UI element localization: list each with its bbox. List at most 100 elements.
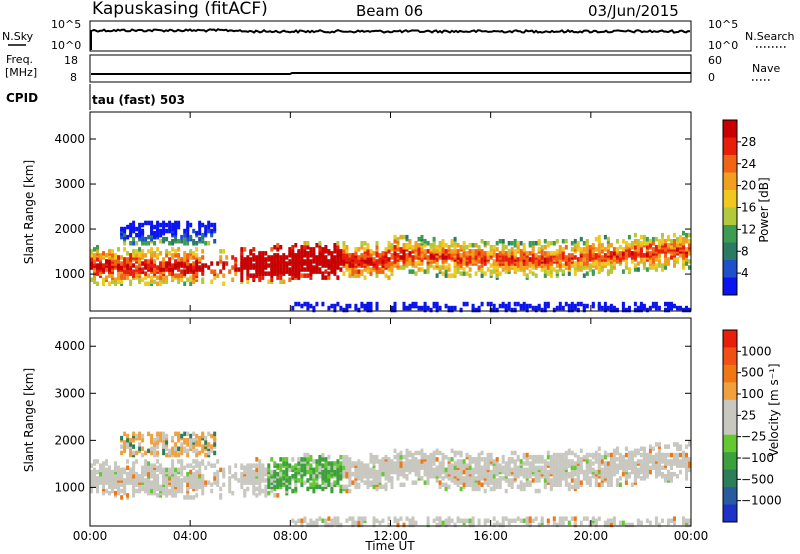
- heatmap-cell: [294, 520, 298, 526]
- heatmap-cell: [555, 239, 559, 244]
- heatmap-cell: [210, 488, 214, 494]
- heatmap-cell: [150, 263, 154, 268]
- heatmap-cell: [108, 476, 111, 481]
- heatmap-cell: [618, 520, 622, 526]
- heatmap-cell: [465, 471, 469, 477]
- heatmap-cell: [369, 301, 373, 307]
- heatmap-cell: [603, 461, 607, 466]
- velocity-colorbar-label: Velocity [m s⁻¹]: [767, 363, 781, 456]
- heatmap-cell: [537, 255, 541, 260]
- heatmap-cell: [156, 459, 160, 464]
- heatmap-cell: [198, 450, 202, 456]
- colorbar-tick-label: 20: [741, 179, 756, 193]
- heatmap-cell: [264, 484, 268, 490]
- heatmap-cell: [630, 259, 634, 264]
- heatmap-cell: [141, 433, 145, 439]
- heatmap-cell: [231, 490, 235, 496]
- heatmap-cell: [522, 518, 526, 523]
- heatmap-cell: [384, 454, 388, 460]
- heatmap-cell: [576, 459, 580, 464]
- heatmap-cell: [561, 305, 565, 311]
- y-tick-label: 2000: [54, 222, 85, 236]
- heatmap-cell: [642, 303, 646, 309]
- heatmap-cell: [156, 265, 160, 270]
- heatmap-cell: [417, 259, 421, 264]
- heatmap-cell: [261, 478, 265, 483]
- heatmap-cell: [453, 305, 457, 311]
- heatmap-cell: [513, 243, 517, 248]
- heatmap-cell: [609, 471, 613, 477]
- heatmap-cell: [492, 459, 496, 464]
- heatmap-cell: [153, 230, 157, 236]
- x-tick-label: 20:00: [574, 529, 609, 543]
- heatmap-cell: [570, 465, 574, 470]
- heatmap-cell: [639, 253, 643, 258]
- heatmap-cell: [630, 454, 634, 460]
- heatmap-cell: [507, 249, 511, 254]
- heatmap-cell: [204, 224, 208, 230]
- heatmap-cell: [144, 281, 148, 286]
- heatmap-cell: [120, 467, 124, 473]
- heatmap-cell: [447, 245, 451, 250]
- heatmap-cell: [129, 241, 133, 246]
- heatmap-cell: [682, 520, 685, 526]
- heatmap-cell: [573, 271, 577, 276]
- heatmap-cell: [441, 482, 445, 487]
- heatmap-cell: [150, 446, 154, 451]
- heatmap-cell: [534, 516, 538, 521]
- heatmap-cell: [667, 474, 670, 479]
- heatmap-cell: [657, 448, 661, 454]
- heatmap-cell: [567, 520, 571, 526]
- heatmap-cell: [621, 301, 625, 307]
- heatmap-cell: [516, 301, 520, 307]
- heatmap-cell: [165, 433, 169, 439]
- heatmap-cell: [657, 263, 661, 268]
- heatmap-cell: [192, 495, 196, 500]
- heatmap-cell: [153, 471, 157, 477]
- heatmap-cell: [117, 263, 120, 268]
- heatmap-cell: [429, 253, 433, 258]
- heatmap-cell: [537, 454, 541, 460]
- heatmap-cell: [627, 471, 631, 477]
- heatmap-cell: [489, 486, 493, 492]
- heatmap-cell: [462, 245, 466, 250]
- heatmap-cell: [682, 450, 685, 456]
- heatmap-cell: [96, 459, 99, 464]
- heatmap-cell: [417, 450, 421, 456]
- heatmap-cell: [177, 253, 181, 258]
- heatmap-cell: [288, 267, 292, 272]
- heatmap-cell: [456, 482, 460, 487]
- heatmap-cell: [141, 438, 145, 443]
- heatmap-cell: [264, 478, 268, 483]
- heatmap-cell: [510, 478, 514, 483]
- heatmap-cell: [132, 273, 136, 278]
- heatmap-cell: [408, 303, 412, 309]
- power-x-axis: [89, 112, 692, 311]
- heatmap-cell: [366, 259, 370, 264]
- heatmap-cell: [564, 261, 568, 266]
- heatmap-cell: [438, 241, 442, 246]
- heatmap-cell: [673, 471, 676, 477]
- heatmap-cell: [567, 463, 571, 468]
- heatmap-cell: [174, 446, 178, 451]
- heatmap-cell: [651, 446, 655, 451]
- heatmap-cell: [582, 516, 586, 521]
- heatmap-cell: [531, 265, 535, 270]
- heatmap-cell: [300, 273, 304, 278]
- heatmap-cell: [153, 279, 157, 284]
- heatmap-cell: [679, 444, 682, 449]
- heatmap-cell: [207, 220, 211, 226]
- heatmap-cell: [588, 245, 592, 250]
- heatmap-cell: [360, 269, 364, 274]
- heatmap-cell: [676, 243, 679, 248]
- colorbar-tick-label: 24: [741, 157, 756, 171]
- heatmap-cell: [138, 232, 142, 238]
- heatmap-cell: [525, 251, 529, 256]
- heatmap-cell: [438, 265, 442, 270]
- heatmap-cell: [603, 247, 607, 252]
- heatmap-cell: [138, 222, 142, 228]
- heatmap-cell: [183, 241, 187, 246]
- heatmap-cell: [159, 463, 163, 468]
- heatmap-cell: [129, 442, 133, 447]
- heatmap-cell: [270, 277, 274, 282]
